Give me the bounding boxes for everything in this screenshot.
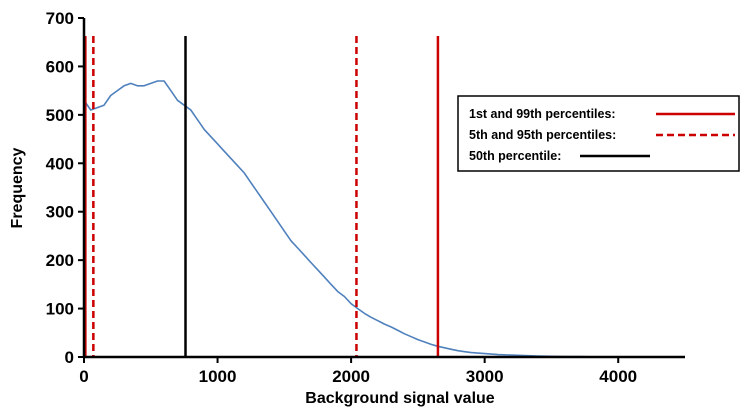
percentile-lines bbox=[84, 36, 440, 357]
axes bbox=[82, 18, 685, 359]
x-axis-title: Background signal value bbox=[305, 390, 494, 407]
y-tick-label: 400 bbox=[46, 154, 74, 173]
legend-label-1: 1st and 99th percentiles: bbox=[469, 107, 616, 121]
data-layer bbox=[83, 80, 619, 358]
y-tick-label: 600 bbox=[46, 57, 74, 76]
legend-label-2: 5th and 95th percentiles: bbox=[469, 128, 616, 142]
x-tick-label: 2000 bbox=[332, 367, 370, 386]
y-axis-title: Frequency bbox=[9, 147, 26, 228]
x-tick-label: 4000 bbox=[599, 367, 637, 386]
legend-label-3: 50th percentile: bbox=[469, 149, 561, 163]
x-tick-label: 0 bbox=[79, 367, 88, 386]
series-line-0 bbox=[83, 80, 619, 358]
y-tick-label: 700 bbox=[46, 9, 74, 28]
y-tick-label: 0 bbox=[65, 348, 74, 367]
legend: 1st and 99th percentiles: 5th and 95th p… bbox=[457, 95, 740, 172]
x-tick-label: 3000 bbox=[466, 367, 504, 386]
y-tick-label: 300 bbox=[46, 203, 74, 222]
ticks: 0 100 200 300 400 500 600 700 0 1000 2000 3000 4000 bbox=[46, 9, 638, 386]
y-tick-label: 100 bbox=[46, 300, 74, 319]
legend-box bbox=[457, 95, 740, 172]
x-tick-label: 1000 bbox=[199, 367, 237, 386]
y-tick-label: 500 bbox=[46, 106, 74, 125]
y-tick-label: 200 bbox=[46, 251, 74, 270]
